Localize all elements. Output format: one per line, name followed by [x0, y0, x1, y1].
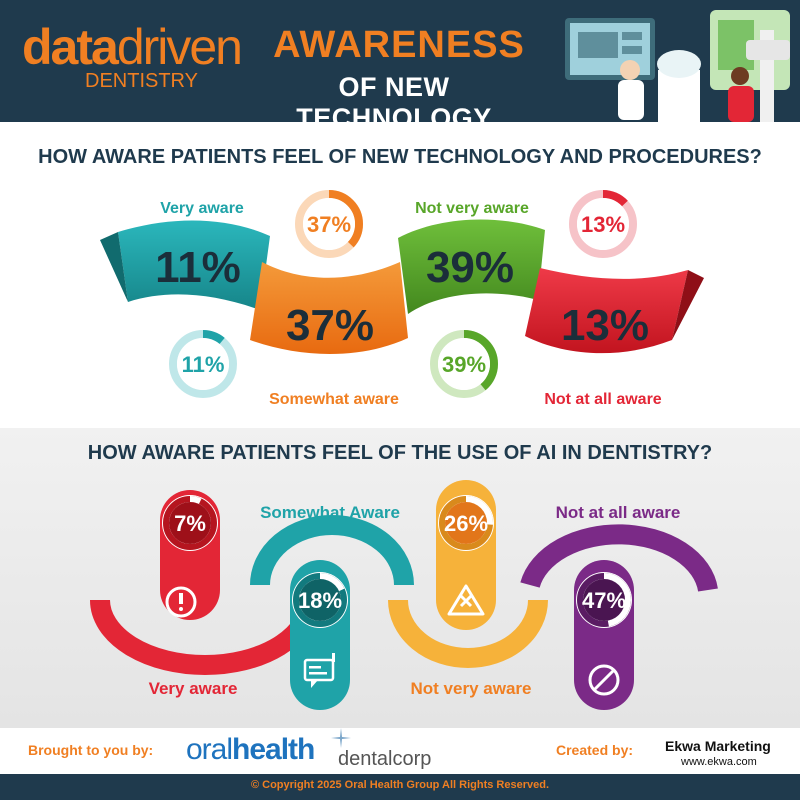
ribbon-not-at-all-aware-fold	[672, 270, 704, 340]
ribbon-value-not-very-aware: 39%	[426, 243, 514, 292]
badge-not-very-aware-label: 39%	[442, 352, 486, 377]
created-by-label: Created by:	[556, 742, 634, 758]
copyright-text: © Copyright 2025 Oral Health Group All R…	[250, 779, 550, 791]
oral-health-logo: oralhealth	[186, 733, 315, 766]
badge-not-at-all-aware-label: 13%	[581, 212, 625, 237]
badge-very-aware-arc	[169, 330, 237, 398]
ribbon-very-aware-fold	[100, 232, 128, 302]
logo-subtitle: DENTISTRY	[85, 70, 198, 92]
page-title-line2: OF NEW TECHNOLOGY	[296, 72, 492, 133]
category-label-not-at-all-aware: Not at all aware	[544, 391, 661, 408]
badge-somewhat-aware-arc	[295, 190, 363, 258]
badge-somewhat-aware: 37%	[294, 189, 364, 259]
prohibited-icon	[588, 664, 620, 696]
ai-badge-somewhat-aware-label: 18%	[298, 588, 342, 613]
chart-ai-awareness: Very aware Somewhat Aware Not very aware…	[90, 480, 718, 710]
ai-badge-very-aware: 7%	[162, 495, 218, 551]
dental-tech-illustration	[565, 10, 790, 122]
badge-somewhat-aware-label: 37%	[307, 212, 351, 237]
category-label-somewhat-aware: Somewhat aware	[269, 391, 399, 408]
ai-badge-very-aware-label: 7%	[174, 511, 206, 536]
ai-badge-not-very-aware: 26%	[438, 495, 494, 551]
badge-very-aware: 11%	[168, 329, 238, 399]
ai-badge-not-at-all-aware-label: 47%	[582, 588, 626, 613]
ai-category-label-very-aware: Very aware	[149, 679, 238, 698]
ai-category-label-not-at-all-aware: Not at all aware	[556, 503, 681, 522]
ai-badge-somewhat-aware: 18%	[292, 572, 348, 628]
badge-not-at-all-aware-arc	[569, 190, 637, 258]
badge-not-at-all-aware: 13%	[568, 189, 638, 259]
badge-not-very-aware-arc	[430, 330, 498, 398]
warning-triangle-icon	[447, 584, 485, 616]
logo-wordmark: datadriven	[22, 19, 243, 75]
ribbon-very-aware	[118, 220, 270, 310]
ai-category-label-not-very-aware: Not very aware	[411, 679, 532, 698]
dentalcorp-logo: dentalcorp	[338, 748, 432, 770]
ai-badge-not-at-all-aware-arc	[577, 573, 631, 627]
ai-category-label-somewhat-aware: Somewhat Aware	[260, 503, 400, 522]
ribbon-value-not-at-all-aware: 13%	[561, 301, 649, 350]
ai-badge-not-very-aware-label: 26%	[444, 511, 488, 536]
exclamation-icon	[165, 586, 197, 618]
ribbon-not-at-all-aware	[525, 268, 688, 354]
arc-somewhat-aware	[250, 515, 414, 586]
chat-alert-icon	[303, 653, 335, 688]
badge-not-very-aware: 39%	[429, 329, 499, 399]
badge-very-aware-label: 11%	[182, 352, 225, 377]
arc-not-at-all-aware	[520, 524, 718, 592]
ribbon-value-very-aware: 11%	[155, 243, 241, 292]
brought-by-label: Brought to you by:	[28, 742, 154, 758]
ekwa-marketing-name: Ekwa Marketing	[665, 738, 771, 754]
section2-title: HOW AWARE PATIENTS FEEL OF THE USE OF AI…	[87, 442, 713, 464]
ribbon-somewhat-aware	[250, 262, 408, 354]
category-label-not-very-aware: Not very aware	[415, 200, 529, 217]
ai-badge-not-at-all-aware: 47%	[576, 572, 632, 628]
copyright-bar	[0, 774, 800, 800]
ribbon-value-somewhat-aware: 37%	[286, 301, 374, 350]
ekwa-url: www.ekwa.com	[681, 756, 757, 768]
category-label-very-aware: Very aware	[160, 200, 244, 217]
ai-badge-somewhat-aware-arc	[293, 573, 347, 627]
header-banner: datadriven DENTISTRY AWARENESS OF NEW TE…	[0, 0, 800, 133]
ribbon-not-very-aware	[398, 219, 545, 314]
section1-title: HOW AWARE PATIENTS FEEL OF NEW TECHNOLOG…	[38, 146, 762, 168]
chart-tech-awareness: 11% 37% 39% 13% Very aware Somewhat awar…	[100, 189, 704, 408]
page-title-line1: AWARENESS	[273, 24, 525, 66]
dentalcorp-star-icon	[331, 728, 351, 748]
arc-not-very-aware	[388, 599, 548, 668]
ai-badge-very-aware-arc	[163, 496, 217, 550]
ai-badge-not-very-aware-arc	[439, 496, 493, 550]
